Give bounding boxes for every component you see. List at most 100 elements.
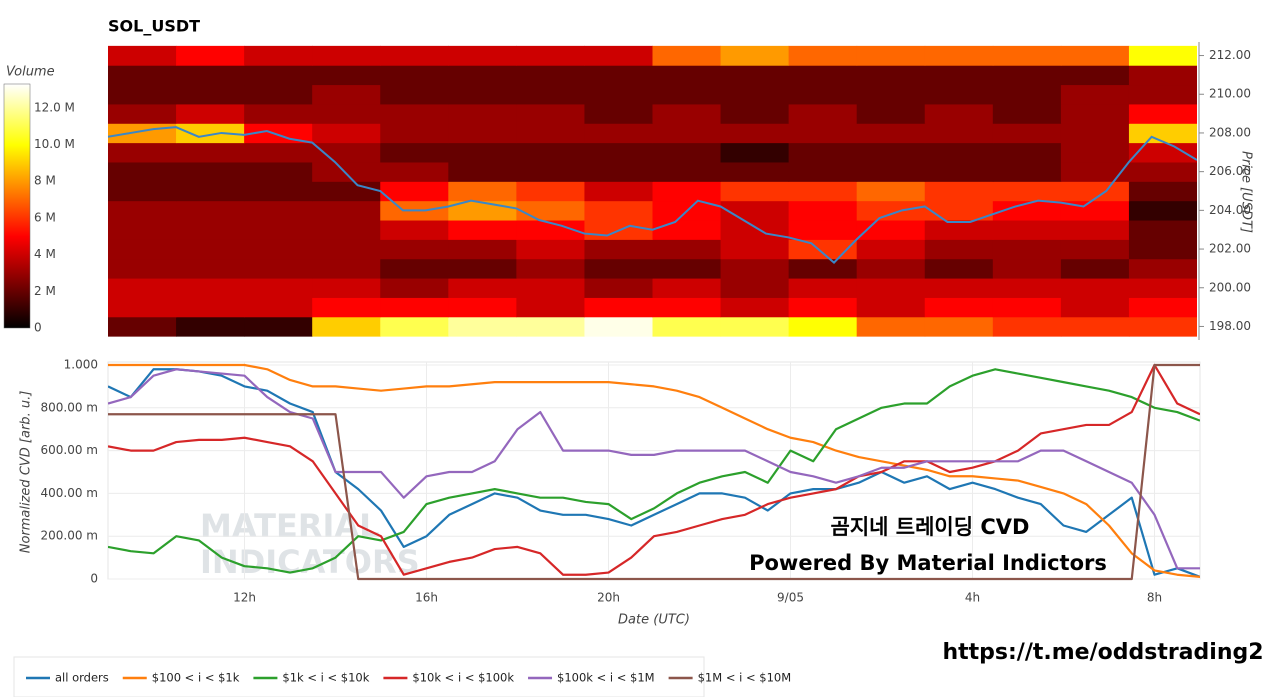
colorbar-tick-label: 2 M (34, 284, 56, 298)
heat-cell (108, 45, 177, 66)
heat-cell (1128, 278, 1197, 298)
heat-cell (788, 142, 858, 163)
heat-cell (788, 103, 858, 124)
series-line (108, 368, 1200, 570)
heat-cell (720, 316, 790, 337)
heat-cell (244, 200, 313, 221)
legend-label: $100k < i < $1M (557, 671, 655, 685)
heat-cell (720, 84, 790, 105)
heat-cell (584, 297, 653, 318)
legend-label: $1k < i < $10k (282, 671, 369, 685)
heat-cell (516, 84, 585, 105)
heat-cell (448, 181, 517, 202)
heat-cell (652, 161, 722, 182)
heat-cell (380, 239, 449, 260)
heat-cell (652, 65, 722, 86)
heat-cell (176, 316, 245, 337)
heat-cell (176, 258, 245, 279)
heat-cell (856, 316, 926, 337)
heat-cell (176, 123, 245, 144)
colorbar (3, 83, 31, 329)
heat-cell (1060, 161, 1130, 182)
heat-cell (108, 103, 177, 124)
heat-cell (788, 45, 858, 66)
heat-cell (448, 220, 517, 240)
heat-cell (1128, 258, 1197, 279)
heat-cell (856, 278, 926, 298)
heat-cell (380, 123, 449, 144)
heat-cell (244, 181, 313, 202)
x-axis-title: Date (UTC) (618, 613, 690, 628)
heat-cell (176, 239, 245, 260)
y-tick-label: 800.00 m (41, 400, 99, 414)
heat-cell (448, 103, 517, 124)
heat-cell (380, 65, 449, 86)
heat-cell (924, 65, 994, 86)
chart-title: SOL_USDT (108, 17, 200, 36)
heat-cell (244, 45, 313, 66)
heat-cell (652, 45, 722, 66)
heat-cell (720, 181, 790, 202)
heat-cell (856, 220, 926, 240)
heat-cell (312, 258, 381, 279)
heat-cell (448, 258, 517, 279)
heat-cell (1128, 123, 1197, 144)
y-axis-title: Price [USDT] (1239, 151, 1254, 233)
heat-cell (720, 239, 790, 260)
x-tick-label: 16h (415, 591, 438, 605)
heat-cell (176, 45, 245, 66)
heat-cell (992, 123, 1062, 144)
colorbar-tick-label: 6 M (34, 210, 56, 224)
heat-cell (720, 297, 790, 318)
heat-cell (108, 258, 177, 279)
heat-cell (244, 220, 313, 240)
heat-cell (380, 103, 449, 124)
legend-label: $1M < i < $10M (698, 671, 792, 685)
heat-cell (176, 161, 245, 182)
heat-cell (584, 278, 653, 298)
y-tick-label: 1.000 (64, 358, 98, 372)
legend-label: $100 < i < $1k (152, 671, 240, 685)
heat-cell (108, 316, 177, 337)
legend-label: all orders (55, 671, 109, 685)
y-tick-label: 198.00 (1209, 319, 1251, 333)
heat-cell (992, 84, 1062, 105)
y-tick-label: 0 (90, 572, 98, 586)
heat-cell (516, 316, 585, 337)
heat-cell (1060, 84, 1130, 105)
heat-cell (924, 123, 994, 144)
y-tick-label: 206.00 (1209, 164, 1251, 178)
heat-cell (448, 239, 517, 260)
x-tick-label: 12h (233, 591, 256, 605)
heat-cell (448, 297, 517, 318)
heat-cell (924, 142, 994, 163)
heat-cell (448, 278, 517, 298)
heat-cell (856, 84, 926, 105)
heat-cell (584, 45, 653, 66)
heat-cell (584, 123, 653, 144)
heat-cell (788, 200, 858, 221)
heat-cell (516, 278, 585, 298)
heat-cell (856, 258, 926, 279)
heat-cell (788, 84, 858, 105)
heat-cell (992, 278, 1062, 298)
heat-cell (244, 161, 313, 182)
y-axis-title: Normalized CVD [arb. u.] (19, 391, 34, 554)
heat-cell (312, 123, 381, 144)
heat-cell (516, 220, 585, 240)
heat-cell (720, 65, 790, 86)
heat-cell (312, 297, 381, 318)
heat-cell (176, 142, 245, 163)
x-tick-label: 4h (965, 591, 980, 605)
heat-cell (176, 297, 245, 318)
heat-cell (992, 45, 1062, 66)
heat-cell (448, 316, 517, 337)
heat-cell (448, 65, 517, 86)
heat-cell (244, 258, 313, 279)
heat-cell (1060, 181, 1130, 202)
heat-cell (720, 200, 790, 221)
heat-cell (856, 181, 926, 202)
heat-cell (176, 84, 245, 105)
